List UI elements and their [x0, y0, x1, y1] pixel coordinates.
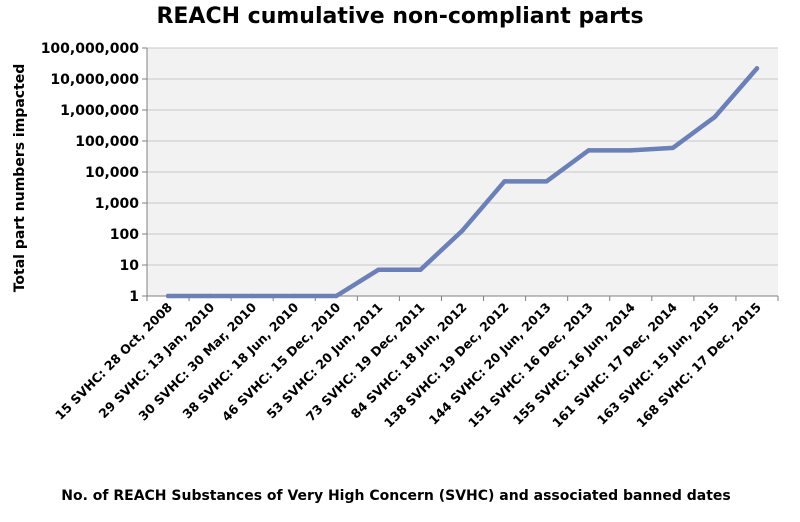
data-point [460, 228, 465, 233]
data-point [376, 267, 381, 273]
y-tick-label: 100,000,000 [41, 41, 140, 57]
data-point [628, 148, 633, 153]
y-tick-label: 100,000 [75, 134, 139, 150]
data-point [418, 267, 423, 273]
data-point [754, 66, 760, 71]
data-point [207, 293, 213, 299]
y-tick-label: 1,000,000 [60, 103, 139, 119]
data-point [165, 293, 171, 299]
data-point [712, 114, 718, 120]
data-point [670, 145, 676, 151]
y-tick-label: 100 [110, 227, 139, 243]
y-tick-label: 10,000,000 [50, 72, 139, 88]
chart-title: REACH cumulative non-compliant parts [156, 4, 644, 29]
y-tick-label: 1,000 [95, 196, 140, 212]
gridlines [142, 47, 778, 297]
y-tick-label: 10 [120, 258, 140, 274]
y-tick-label: 1 [129, 289, 139, 305]
data-point [334, 293, 339, 299]
x-axis-label: No. of REACH Substances of Very High Con… [61, 488, 731, 504]
series [165, 66, 760, 299]
y-axis-label: Total part numbers impacted [12, 64, 28, 293]
data-point [292, 293, 297, 299]
y-tick-labels: 1 10 100 1,000 10,000 100,000 1,000,000 10,000,… [41, 41, 140, 305]
data-point [249, 293, 255, 299]
data-point [502, 179, 507, 184]
y-tick-label: 10,000 [85, 165, 139, 181]
data-point [544, 179, 549, 184]
data-point [586, 148, 591, 153]
